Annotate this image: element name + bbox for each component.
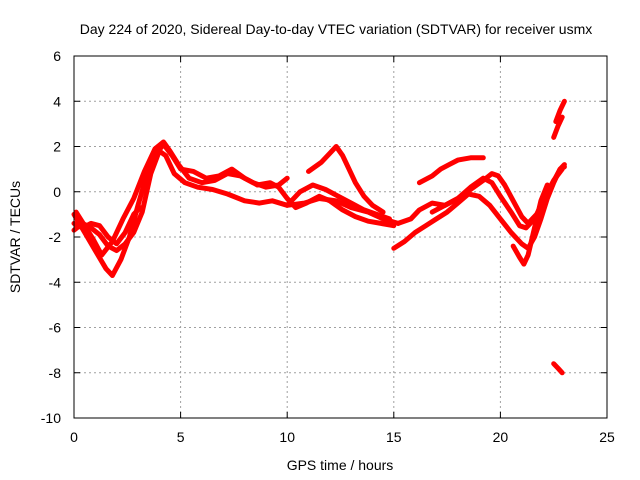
chart-title: Day 224 of 2020, Sidereal Day-to-day VTE… <box>80 21 593 37</box>
sdtvar-arc-3 <box>73 139 290 258</box>
y-tick-label: -2 <box>49 229 62 245</box>
sdtvar-arc-14 <box>551 361 565 376</box>
y-tick-label: 0 <box>53 184 61 200</box>
y-tick-label: -8 <box>49 365 62 381</box>
sdtvar-arc-4 <box>71 205 143 247</box>
y-tick-label: 4 <box>53 93 61 109</box>
data-layer <box>71 98 567 376</box>
x-tick-label: 5 <box>177 429 185 445</box>
y-tick-label: 6 <box>53 48 61 64</box>
x-tick-label: 10 <box>279 429 295 445</box>
y-tick-label: -4 <box>49 274 62 290</box>
x-tick-label: 25 <box>599 429 615 445</box>
y-tick-label: -10 <box>41 410 61 426</box>
x-tick-label: 20 <box>493 429 509 445</box>
y-tick-label: -6 <box>49 320 62 336</box>
y-tick-label: 2 <box>53 139 61 155</box>
axis-layer: 0 5 10 15 20 25 -10 -8 -6 -4 -2 0 2 4 6 <box>41 48 615 445</box>
grid-layer <box>74 56 607 418</box>
sdtvar-arc-5 <box>284 182 392 222</box>
sdtvar-arc-6 <box>306 144 386 215</box>
x-tick-label: 0 <box>70 429 78 445</box>
sdtvar-arc-9 <box>416 155 486 186</box>
sdtvar-arc-11 <box>510 182 550 267</box>
sdtvar-arc-13 <box>553 98 567 125</box>
x-tick-label: 15 <box>386 429 402 445</box>
y-axis-label: SDTVAR / TECUs <box>7 181 23 293</box>
sdtvar-arc-12 <box>551 114 565 140</box>
x-axis-label: GPS time / hours <box>287 457 394 473</box>
